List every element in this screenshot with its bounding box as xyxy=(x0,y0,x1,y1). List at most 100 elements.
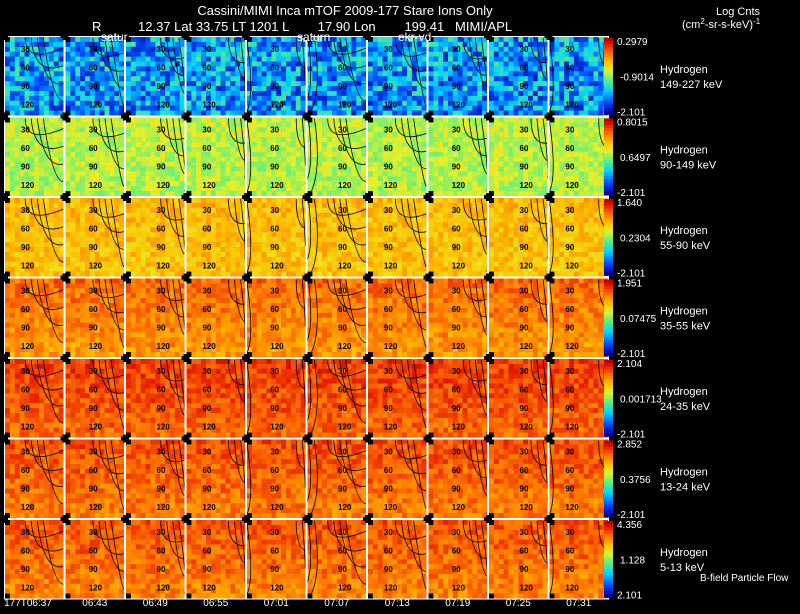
heatmap-cell xyxy=(155,100,161,106)
heatmap-cell xyxy=(210,191,217,197)
heatmap-cell xyxy=(559,90,565,97)
heatmap-cell xyxy=(448,142,454,148)
heatmap-cell xyxy=(210,105,217,111)
heatmap-cell xyxy=(247,242,253,248)
heatmap-cell xyxy=(583,186,589,192)
heatmap-cell xyxy=(300,56,306,62)
heatmap-cell xyxy=(407,81,413,87)
heatmap-cell xyxy=(53,237,59,243)
heatmap-cell xyxy=(286,90,292,97)
heatmap-cell xyxy=(39,251,45,258)
heatmap-cell xyxy=(58,61,64,67)
heatmap-cell xyxy=(317,186,323,192)
heatmap-cell xyxy=(169,37,176,43)
heatmap-cell xyxy=(65,237,71,243)
heatmap-cell xyxy=(160,151,166,158)
heatmap-cell xyxy=(186,161,192,167)
heatmap-cell xyxy=(513,122,519,128)
heatmap-cell xyxy=(368,142,374,148)
heatmap-cell xyxy=(75,181,81,187)
heatmap-cell xyxy=(206,212,212,218)
heatmap-cell xyxy=(99,181,105,187)
heatmap-cell xyxy=(290,81,297,87)
heatmap-cell xyxy=(472,105,478,111)
heatmap-cell xyxy=(472,127,478,133)
heatmap-cell xyxy=(14,51,20,57)
heatmap-cell xyxy=(186,156,192,162)
heatmap-cell xyxy=(549,105,555,111)
heatmap-cell xyxy=(247,105,253,111)
heatmap-cell xyxy=(482,132,488,138)
heatmap-cell xyxy=(94,202,100,209)
heatmap-cell xyxy=(331,71,338,77)
heatmap-cell xyxy=(75,132,81,138)
heatmap-cell xyxy=(191,117,197,123)
heatmap-cell xyxy=(65,71,71,77)
heatmap-cell xyxy=(356,76,362,82)
heatmap-cell xyxy=(503,100,509,106)
heatmap-cell xyxy=(220,191,226,197)
heatmap-cell xyxy=(104,41,110,48)
heatmap-cell xyxy=(477,191,483,197)
heatmap-cell xyxy=(407,95,413,102)
heatmap-cell xyxy=(150,105,156,111)
heatmap-cell xyxy=(433,142,439,148)
heatmap-cell xyxy=(75,212,81,218)
heatmap-cell xyxy=(271,127,277,133)
heatmap-cell xyxy=(104,66,110,72)
heatmap-cell xyxy=(518,181,524,187)
heatmap-cell xyxy=(336,256,342,263)
heatmap-cell xyxy=(201,117,207,123)
heatmap-cell xyxy=(372,142,379,148)
heatmap-cell xyxy=(564,110,570,116)
heatmap-cell xyxy=(508,51,514,57)
heatmap-cell xyxy=(75,142,81,148)
heatmap-cell xyxy=(387,86,393,92)
heatmap-cell xyxy=(356,100,362,106)
heatmap-cell xyxy=(261,181,267,187)
heatmap-cell xyxy=(276,56,282,62)
heatmap-cell xyxy=(44,156,50,162)
heatmap-cell xyxy=(247,202,253,209)
heatmap-cell xyxy=(34,71,40,77)
heatmap-cell xyxy=(165,166,171,172)
heatmap-cell xyxy=(537,117,543,123)
heatmap-cell xyxy=(532,56,539,62)
heatmap-cell xyxy=(428,51,434,57)
heatmap-cell xyxy=(251,51,258,57)
heatmap-cell xyxy=(578,132,584,138)
heatmap-cell xyxy=(462,71,468,77)
heatmap-cell xyxy=(503,41,509,48)
heatmap-cell xyxy=(598,61,604,67)
heatmap-cell xyxy=(588,66,594,72)
heatmap-cell xyxy=(191,207,197,214)
heatmap-cell xyxy=(472,56,478,62)
heatmap-cell xyxy=(160,37,166,43)
heatmap-cell xyxy=(448,86,454,92)
heatmap-cell xyxy=(549,86,555,92)
heatmap-cell xyxy=(235,151,241,158)
heatmap-cell xyxy=(65,41,71,48)
heatmap-cell xyxy=(271,56,277,62)
heatmap-cell xyxy=(392,86,398,92)
heatmap-cell xyxy=(150,171,156,177)
heatmap-panel xyxy=(428,117,488,197)
heatmap-cell xyxy=(578,186,584,192)
heatmap-cell xyxy=(593,86,599,92)
heatmap-cell xyxy=(261,207,267,214)
heatmap-cell xyxy=(361,71,367,77)
heatmap-cell xyxy=(523,86,529,92)
heatmap-cell xyxy=(428,181,434,187)
heatmap-cell xyxy=(542,100,548,106)
heatmap-cell xyxy=(271,142,277,148)
heatmap-cell xyxy=(542,105,548,111)
heatmap-cell xyxy=(80,186,86,192)
heatmap-cell xyxy=(256,237,262,243)
heatmap-cell xyxy=(489,81,495,87)
heatmap-cell xyxy=(537,56,543,62)
heatmap-cell xyxy=(155,51,161,57)
heatmap-cell xyxy=(44,207,50,214)
heatmap-cell xyxy=(493,61,500,67)
heatmap-cell xyxy=(416,137,422,143)
heatmap-cell xyxy=(210,37,217,43)
